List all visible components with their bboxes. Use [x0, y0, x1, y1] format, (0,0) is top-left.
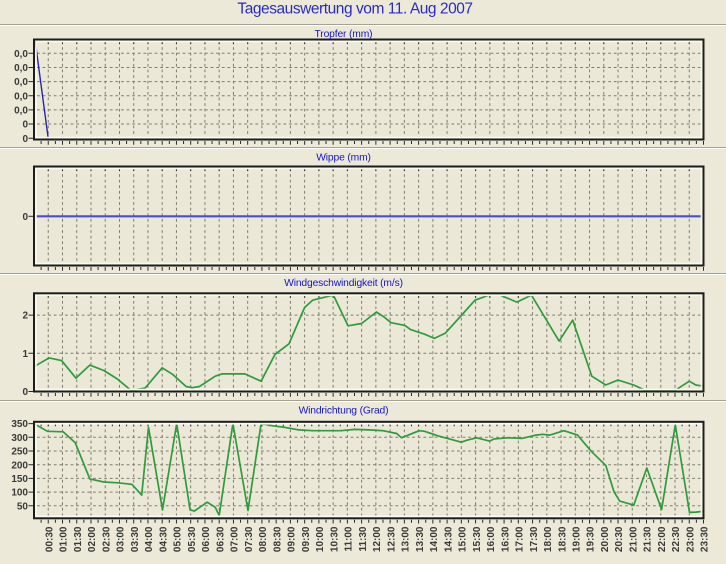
svg-text:06:30: 06:30: [215, 526, 226, 552]
svg-text:19:30: 19:30: [586, 526, 597, 552]
svg-text:08:00: 08:00: [258, 526, 269, 552]
svg-text:10:30: 10:30: [329, 526, 340, 552]
svg-text:0: 0: [22, 134, 28, 145]
svg-text:250: 250: [11, 447, 28, 458]
svg-text:21:30: 21:30: [643, 526, 654, 552]
svg-text:09:30: 09:30: [301, 526, 312, 552]
svg-text:22:30: 22:30: [671, 526, 682, 552]
svg-text:0: 0: [22, 120, 28, 131]
svg-text:00:30: 00:30: [44, 526, 55, 552]
svg-text:04:30: 04:30: [158, 526, 169, 552]
svg-text:07:00: 07:00: [230, 526, 241, 552]
svg-text:11:30: 11:30: [358, 526, 369, 551]
svg-text:14:30: 14:30: [443, 526, 454, 552]
svg-text:18:30: 18:30: [557, 526, 568, 552]
svg-text:50: 50: [17, 501, 29, 512]
svg-text:12:30: 12:30: [386, 526, 397, 552]
svg-text:2: 2: [22, 311, 28, 322]
svg-text:150: 150: [11, 474, 28, 485]
svg-text:11:00: 11:00: [344, 526, 355, 551]
svg-text:06:00: 06:00: [201, 526, 212, 552]
svg-text:23:30: 23:30: [700, 526, 711, 552]
svg-text:Wippe (mm): Wippe (mm): [316, 152, 371, 163]
svg-text:0: 0: [22, 387, 28, 398]
svg-text:12:00: 12:00: [372, 526, 383, 552]
svg-text:15:30: 15:30: [472, 526, 483, 552]
svg-text:05:30: 05:30: [187, 526, 198, 552]
svg-text:200: 200: [11, 460, 28, 471]
svg-text:Tagesauswertung vom 11. Aug 20: Tagesauswertung vom 11. Aug 2007: [237, 1, 472, 18]
svg-text:02:30: 02:30: [101, 526, 112, 552]
svg-text:13:30: 13:30: [415, 526, 426, 552]
svg-text:21:00: 21:00: [628, 526, 639, 552]
svg-text:22:00: 22:00: [657, 526, 668, 552]
svg-text:04:00: 04:00: [144, 526, 155, 552]
svg-text:20:00: 20:00: [600, 526, 611, 552]
svg-text:0,0: 0,0: [14, 77, 28, 88]
svg-text:17:00: 17:00: [515, 526, 526, 552]
svg-text:0,0: 0,0: [14, 49, 28, 60]
svg-text:15:00: 15:00: [458, 526, 469, 552]
svg-text:0,0: 0,0: [14, 91, 28, 102]
svg-text:01:00: 01:00: [59, 526, 70, 552]
svg-text:100: 100: [11, 488, 28, 499]
svg-text:Windgeschwindigkeit (m/s): Windgeschwindigkeit (m/s): [284, 278, 403, 289]
svg-text:08:30: 08:30: [272, 526, 283, 552]
svg-text:1: 1: [22, 349, 28, 360]
svg-text:Tropfer (mm): Tropfer (mm): [315, 29, 373, 40]
svg-text:05:00: 05:00: [173, 526, 184, 552]
svg-text:17:30: 17:30: [529, 526, 540, 552]
svg-text:14:00: 14:00: [429, 526, 440, 552]
svg-text:0,0: 0,0: [14, 63, 28, 74]
svg-text:13:00: 13:00: [401, 526, 412, 552]
svg-text:Windrichtung (Grad): Windrichtung (Grad): [299, 405, 389, 416]
svg-text:16:00: 16:00: [486, 526, 497, 552]
svg-text:03:30: 03:30: [130, 526, 141, 552]
svg-text:07:30: 07:30: [244, 526, 255, 552]
svg-text:20:30: 20:30: [614, 526, 625, 552]
svg-text:0: 0: [22, 212, 28, 223]
svg-text:10:00: 10:00: [315, 526, 326, 552]
svg-text:02:00: 02:00: [87, 526, 98, 552]
svg-text:16:30: 16:30: [500, 526, 511, 552]
svg-text:0,0: 0,0: [14, 106, 28, 117]
svg-text:01:30: 01:30: [73, 526, 84, 552]
svg-text:18:00: 18:00: [543, 526, 554, 552]
svg-text:09:00: 09:00: [287, 526, 298, 552]
svg-text:300: 300: [11, 433, 28, 444]
svg-text:03:00: 03:00: [116, 526, 127, 552]
svg-text:350: 350: [11, 419, 28, 430]
svg-text:23:00: 23:00: [685, 526, 696, 552]
svg-text:19:00: 19:00: [572, 526, 583, 552]
